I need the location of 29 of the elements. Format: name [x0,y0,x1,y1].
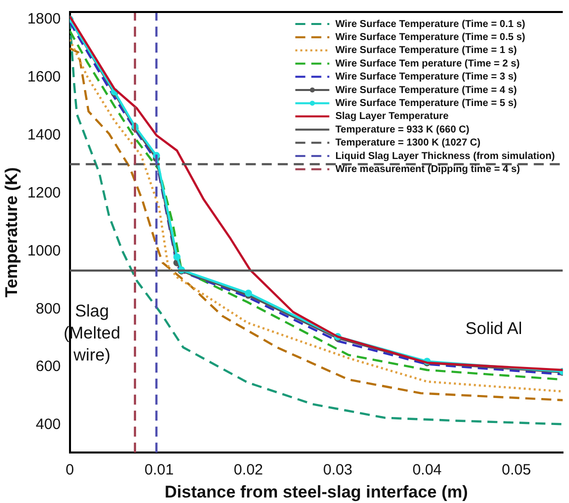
legend-label: Wire Surface Temperature (Time = 1 s) [335,45,517,56]
annotation: Solid Al [465,318,522,338]
legend-label: Liquid Slag Layer Thickness (from simulation) [335,150,555,162]
legend-label: Wire measurement (Dipping time = 4 s) [335,164,520,175]
y-tick-label: 1600 [27,68,61,86]
y-tick-label: 1800 [27,10,61,28]
legend-label: Wire Surface Temperature (Time = 0.1 s) [335,18,526,30]
legend-label: Wire Surface Temperature (Time = 5 s) [335,98,517,109]
legend-label: Wire Surface Temperature (Time = 0.5 s) [335,32,526,43]
y-tick-label: 600 [36,358,61,376]
legend-label: Wire Surface Temperature (Time = 4 s) [335,84,517,96]
legend-label: Wire Surface Temperature (Time = 3 s) [335,72,517,83]
y-tick-label: 800 [36,300,61,318]
y-tick-label: 1200 [27,184,61,202]
x-tick-label: 0 [66,462,74,479]
x-tick-label: 0.05 [502,462,531,479]
y-tick-label: 1400 [27,126,61,144]
y-tick-label: 1000 [27,242,61,260]
x-tick-label: 0.02 [234,462,264,479]
legend-label: Slag Layer Temperature [335,111,449,122]
legend-label: Wire Surface Tem perature (Time = 2 s) [335,58,520,70]
y-tick-label: 400 [36,416,61,434]
legend-label: Temperature = 933 K (660 C) [335,124,470,136]
x-axis-title: Distance from steel-slag interface (m) [164,482,468,502]
x-tick-label: 0.01 [144,462,174,479]
x-tick-label: 0.04 [412,462,442,479]
x-tick-label: 0.03 [323,462,352,479]
y-axis-title: Temperature (K) [2,167,21,298]
legend-label: Temperature = 1300 K (1027 C) [335,138,480,149]
